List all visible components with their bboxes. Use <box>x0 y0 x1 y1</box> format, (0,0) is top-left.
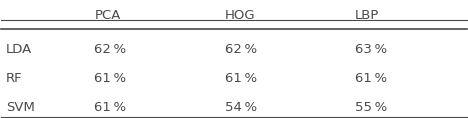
Text: 62 %: 62 % <box>95 43 126 56</box>
Text: RF: RF <box>6 72 22 85</box>
Text: 62 %: 62 % <box>225 43 257 56</box>
Text: 63 %: 63 % <box>355 43 387 56</box>
Text: 61 %: 61 % <box>225 72 257 85</box>
Text: LBP: LBP <box>355 9 380 22</box>
Text: 61 %: 61 % <box>95 72 126 85</box>
Text: 61 %: 61 % <box>95 101 126 114</box>
Text: HOG: HOG <box>225 9 256 22</box>
Text: 61 %: 61 % <box>355 72 387 85</box>
Text: PCA: PCA <box>95 9 121 22</box>
Text: SVM: SVM <box>6 101 35 114</box>
Text: 54 %: 54 % <box>225 101 257 114</box>
Text: LDA: LDA <box>6 43 32 56</box>
Text: 55 %: 55 % <box>355 101 387 114</box>
